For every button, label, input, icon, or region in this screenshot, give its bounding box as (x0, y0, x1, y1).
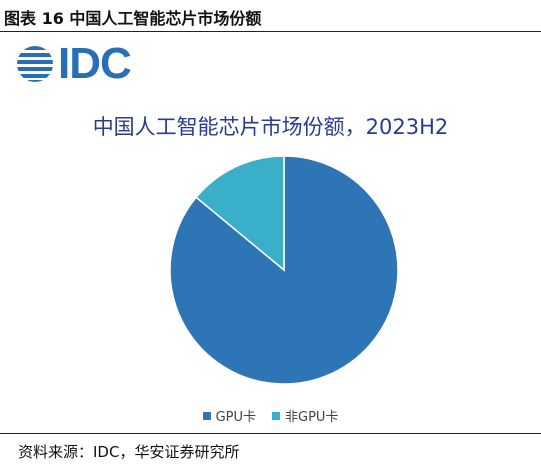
bottom-divider (0, 433, 541, 434)
figure-caption: 图表 16 中国人工智能芯片市场份额 (4, 9, 262, 28)
legend-swatch-gpu (202, 411, 211, 420)
globe-stripes-icon (17, 46, 53, 82)
idc-logo: IDC (16, 39, 132, 88)
top-divider (0, 31, 541, 32)
legend: GPU卡 非GPU卡 (0, 406, 541, 425)
source-note: 资料来源：IDC，华安证券研究所 (18, 443, 240, 461)
logo-text: IDC (58, 39, 132, 88)
legend-label-gpu: GPU卡 (215, 410, 256, 425)
pie-slice-non-gpu (195, 155, 285, 272)
legend-swatch-non-gpu (272, 411, 280, 420)
legend-label-non-gpu: 非GPU卡 (285, 410, 339, 425)
chart-title: 中国人工智能芯片市场份额，2023H2 (92, 115, 449, 139)
legend-item-gpu: GPU卡 (202, 406, 256, 425)
legend-item-non-gpu: 非GPU卡 (272, 406, 338, 425)
